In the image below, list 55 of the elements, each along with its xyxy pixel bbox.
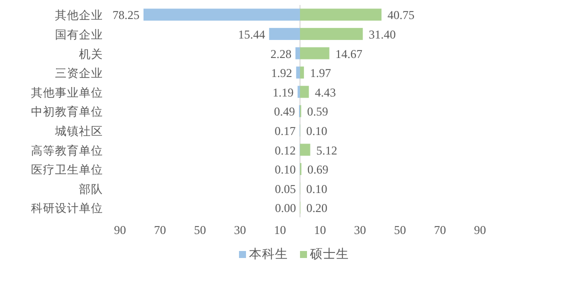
data-label: 0.10 [306,124,328,138]
x-tick-label: 30 [354,223,366,237]
y-tick-label: 医疗卫生单位 [31,164,103,177]
data-label: 40.75 [388,8,414,22]
data-label: 1.92 [271,66,292,80]
data-label: 0.10 [274,162,296,177]
y-tick-label: 中初教育单位 [31,104,103,119]
data-label: 5.12 [316,143,338,158]
legend-label: 本科生 [249,247,288,261]
bar [269,28,300,40]
x-tick-label: 70 [154,223,166,237]
x-tick-label: 50 [394,223,406,237]
x-tick-label: 50 [194,223,206,237]
data-label: 0.49 [274,104,296,119]
bar [295,47,300,60]
data-label: 0.12 [274,143,296,158]
y-tick-label: 其他事业单位 [31,86,103,100]
bar [300,8,382,21]
data-label: 0.10 [306,182,328,196]
y-tick-label: 城镇社区 [54,124,103,138]
x-tick-label: 70 [434,223,446,237]
data-label: 0.05 [274,182,296,196]
x-tick-label: 10 [314,223,326,237]
data-label: 0.20 [306,201,328,216]
bar [296,66,300,79]
data-label: 31.40 [368,27,396,42]
data-label: 0.17 [274,124,296,138]
y-tick-label: 国有企业 [55,28,103,42]
x-tick-label: 90 [114,223,126,237]
data-label: 0.69 [307,162,328,177]
bar [300,86,309,98]
y-tick-label: 科研设计单位 [31,202,103,216]
data-label: 1.97 [310,66,331,80]
y-tick-label: 高等教育单位 [31,143,103,158]
legend-label: 硕士生 [309,247,349,261]
bar [300,66,304,79]
data-label: 78.25 [112,8,140,22]
y-tick-label: 机关 [79,46,103,61]
y-tick-label: 三资企业 [55,67,103,80]
data-label: 1.19 [272,85,294,100]
data-label: 0.59 [307,104,328,119]
bar [300,47,330,60]
y-tick-label: 部队 [79,182,103,196]
data-label: 15.44 [238,27,266,42]
bar [300,144,310,156]
data-label: 0.00 [275,201,296,216]
x-tick-label: 30 [234,223,246,237]
bar [300,28,363,40]
x-tick-label: 90 [474,223,486,237]
x-tick-label: 10 [274,223,286,237]
bar [144,8,300,21]
y-tick-label: 其他企业 [55,9,103,22]
data-label: 4.43 [314,85,336,100]
data-label: 2.28 [270,46,292,61]
data-label: 14.67 [335,46,362,61]
